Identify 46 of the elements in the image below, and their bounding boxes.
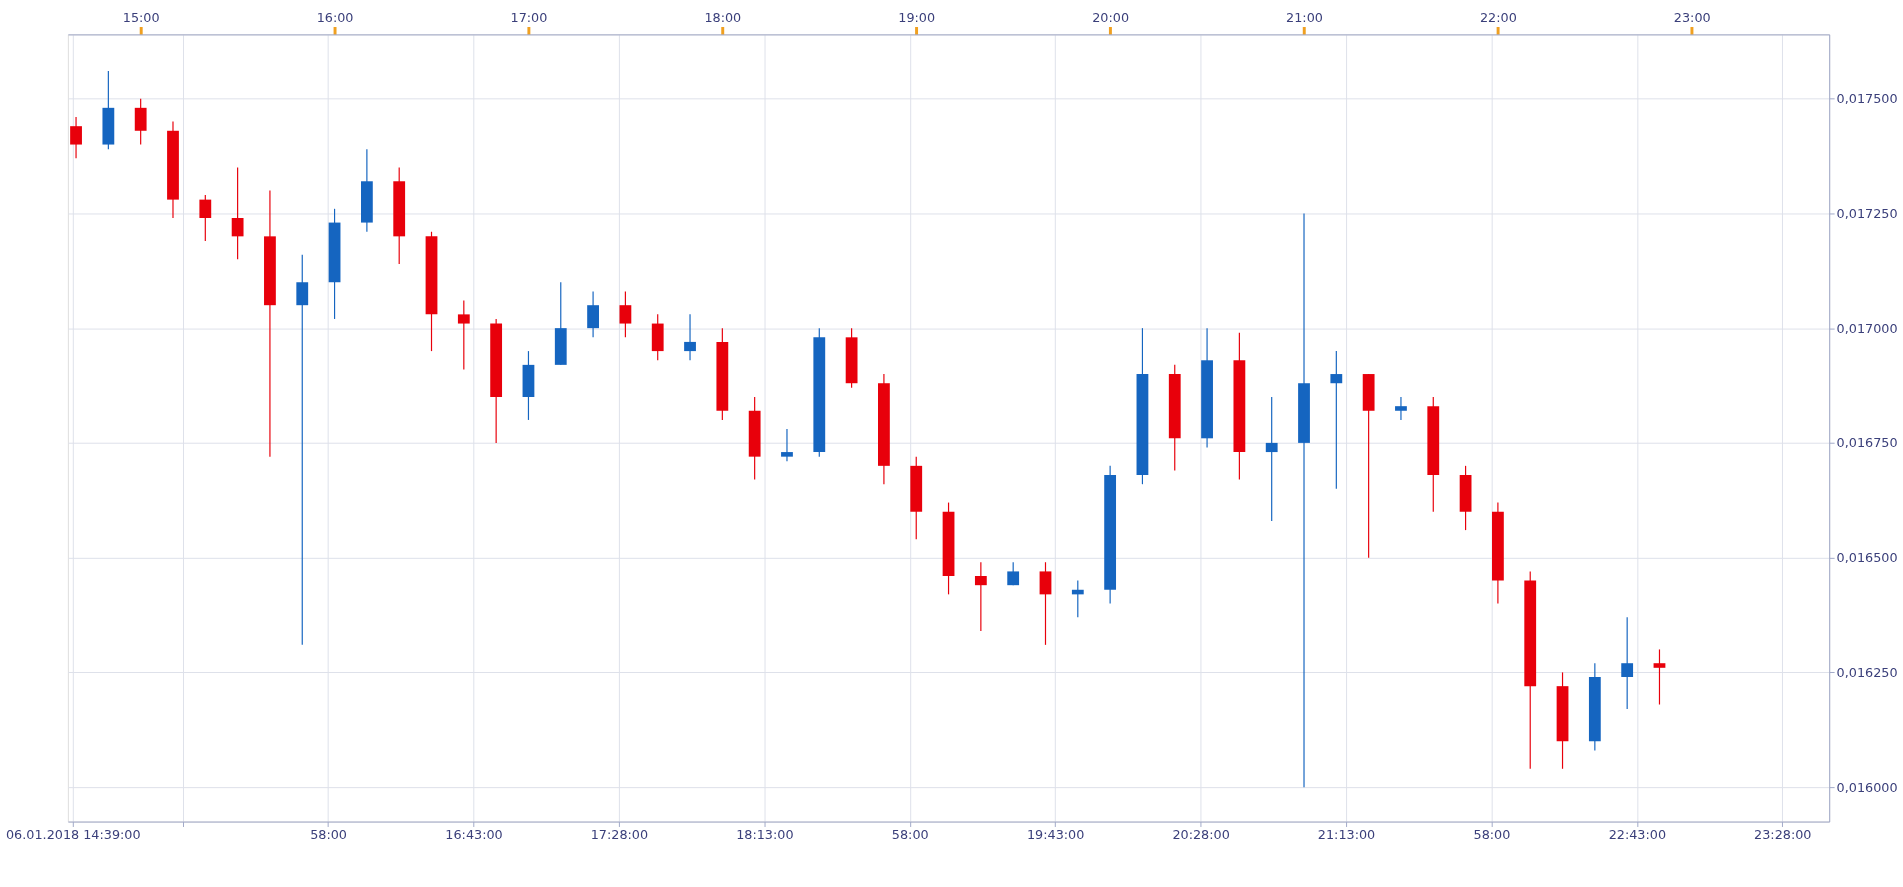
candlestick [619, 290, 632, 338]
candlestick [1298, 212, 1310, 788]
x-tick-label: 21:13:00 [1317, 826, 1376, 842]
candlestick [199, 194, 212, 242]
x-tick-label: 58:00 [1473, 826, 1511, 842]
x2-tick-label: 20:00 [1092, 10, 1130, 26]
x-tick-label: 23:28:00 [1754, 826, 1812, 842]
x-tick-label: 20:28:00 [1172, 826, 1230, 842]
candlestick [296, 254, 309, 646]
x2-tick-label: 19:00 [898, 10, 936, 26]
candlestick [457, 300, 470, 371]
x2-tick-label: 17:00 [510, 10, 548, 26]
y-tick-label: 0,016250 [1836, 664, 1898, 680]
y-tick-label: 0,017500 [1836, 91, 1898, 107]
y-tick-label: 0,016750 [1836, 435, 1898, 451]
candlestick [587, 290, 599, 338]
x-tick-label: 16:43:00 [445, 826, 503, 842]
x2-tick-label: 23:00 [1673, 10, 1711, 26]
y-tick-label: 0,017250 [1836, 205, 1898, 221]
x2-tick-label: 15:00 [122, 10, 160, 26]
y-tick-label: 0,016500 [1836, 550, 1898, 566]
x2-tick-label: 22:00 [1479, 10, 1517, 26]
candlestick [70, 116, 82, 159]
y-tick-label: 0,016000 [1836, 779, 1898, 795]
x-tick-label: 06.01.2018 14:39:00 [5, 826, 141, 842]
y-tick-label: 0,017000 [1836, 320, 1898, 336]
x-tick-label: 58:00 [891, 826, 929, 842]
x2-tick-label: 21:00 [1286, 10, 1323, 26]
x2-tick-label: 16:00 [316, 10, 354, 26]
x-tick-label: 22:43:00 [1608, 826, 1667, 842]
candlestick [231, 166, 244, 260]
candlestick [1265, 396, 1278, 522]
candlestick [1039, 561, 1052, 646]
candlestick [1653, 648, 1666, 706]
candlestick [1395, 396, 1407, 421]
candlestick [1330, 350, 1343, 490]
x-tick-label: 18:13:00 [736, 826, 794, 842]
candlestick [134, 98, 147, 146]
candlestick [781, 428, 793, 462]
candlestick [974, 561, 987, 632]
candlestick [684, 313, 696, 361]
x-tick-label: 17:28:00 [590, 826, 649, 842]
x2-tick-label: 18:00 [704, 10, 742, 26]
x-tick-label: 58:00 [310, 826, 348, 842]
x-tick-label: 19:43:00 [1026, 826, 1085, 842]
candlestick [1621, 616, 1634, 710]
